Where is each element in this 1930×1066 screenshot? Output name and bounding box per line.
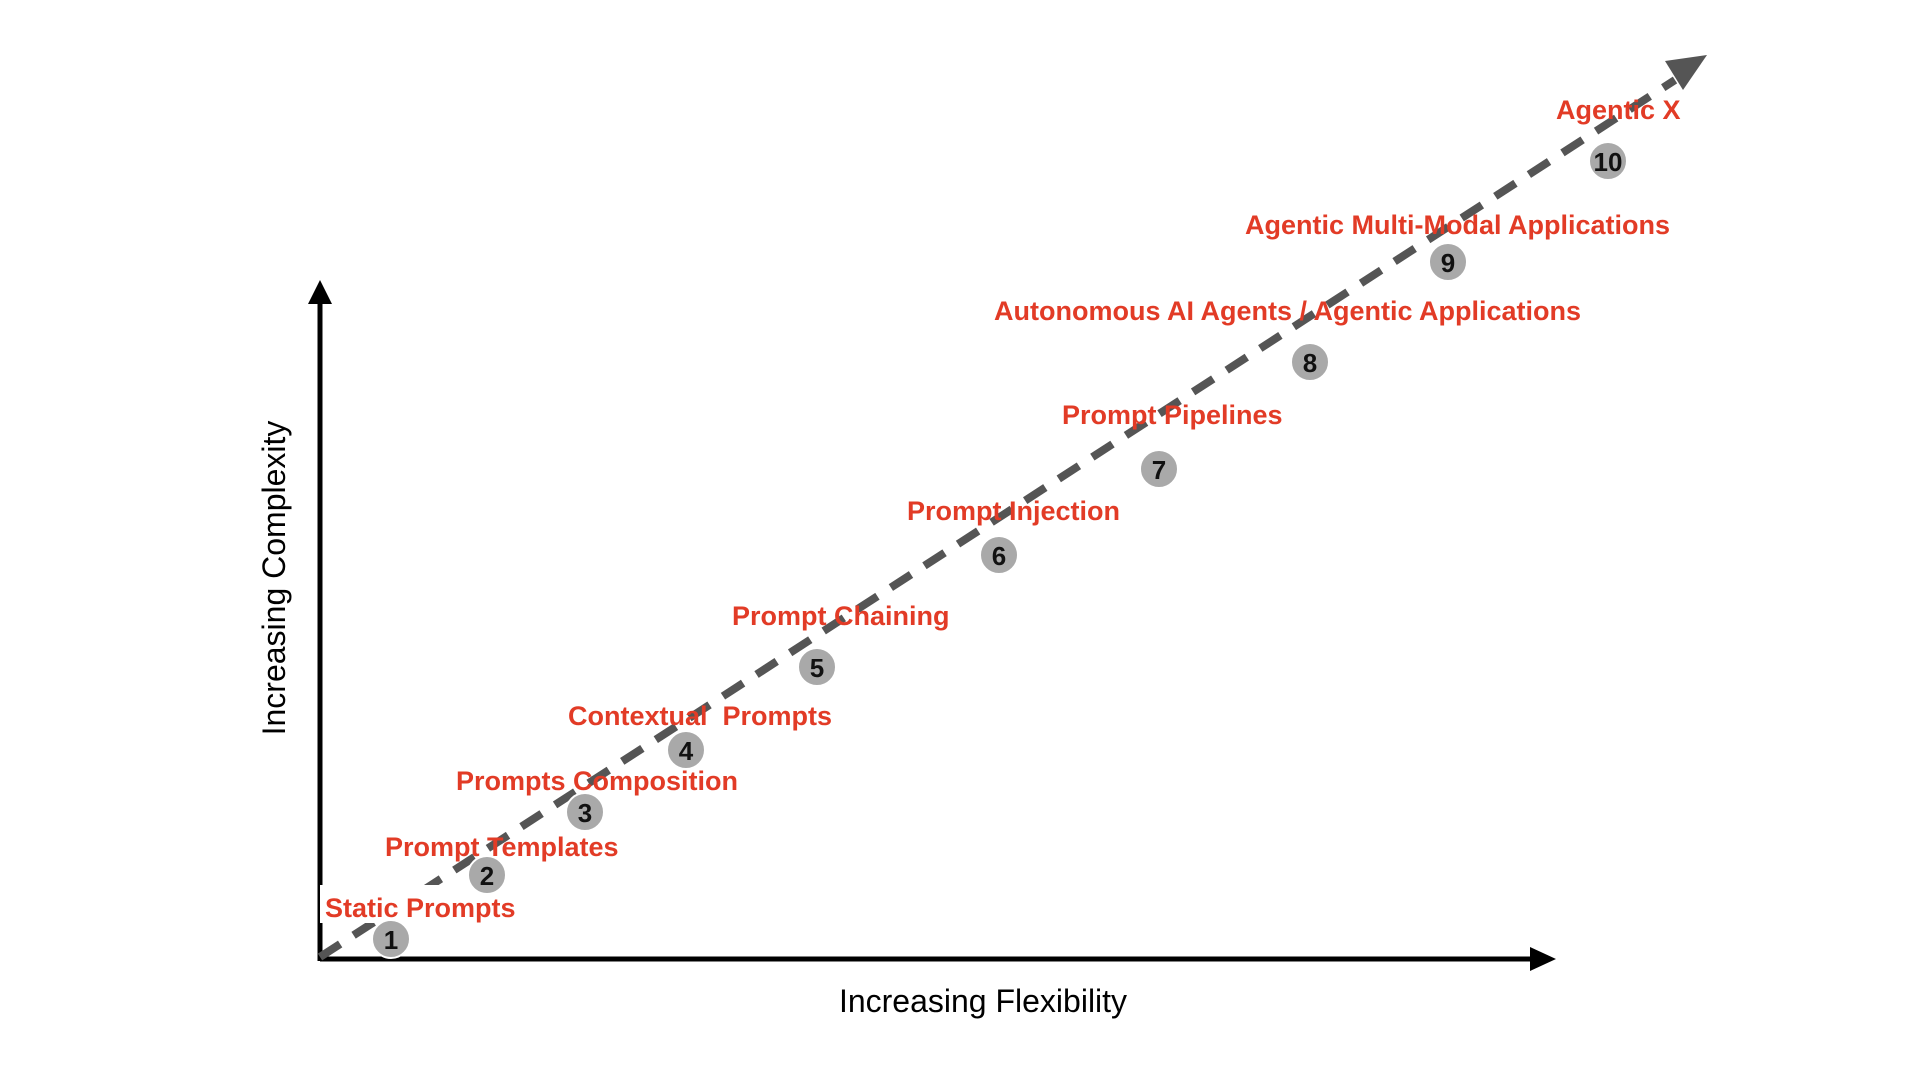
stage-badge bbox=[371, 919, 411, 959]
stage-number: 10 bbox=[1594, 147, 1623, 177]
stage-badge bbox=[565, 792, 605, 832]
stage-badge bbox=[1290, 342, 1330, 382]
stage-2: Prompt Templates 2 bbox=[385, 832, 619, 895]
stage-number: 7 bbox=[1152, 455, 1166, 485]
stage-number: 3 bbox=[578, 798, 592, 828]
stage-badge bbox=[979, 535, 1019, 575]
stage-label: Prompt Chaining bbox=[732, 601, 950, 631]
x-axis-arrowhead bbox=[1530, 947, 1556, 971]
progression-arrow bbox=[317, 76, 1678, 961]
stage-badge bbox=[1139, 449, 1179, 489]
stage-number: 8 bbox=[1303, 348, 1317, 378]
y-axis-title: Increasing Complexity bbox=[256, 421, 292, 736]
progression-arrowhead bbox=[1665, 55, 1707, 90]
stage-badge bbox=[1588, 141, 1628, 181]
stage-badge bbox=[1428, 242, 1468, 282]
stage-badge bbox=[666, 730, 706, 770]
stage-badge bbox=[797, 647, 837, 687]
stage-number: 6 bbox=[992, 541, 1006, 571]
stage-number: 2 bbox=[480, 861, 494, 891]
stage-number: 4 bbox=[679, 736, 694, 766]
stage-label: Agentic Multi-Modal Applications bbox=[1245, 210, 1670, 240]
stage-9: Agentic Multi-Modal Applications 9 bbox=[1245, 210, 1670, 282]
x-axis-title: Increasing Flexibility bbox=[839, 983, 1127, 1019]
stage-7: Prompt Pipelines 7 bbox=[1062, 400, 1283, 489]
stage-1: Static Prompts 1 bbox=[320, 885, 526, 959]
stage-4: Contextual Prompts 4 bbox=[568, 701, 832, 770]
stage-3: Prompts Composition 3 bbox=[456, 766, 738, 832]
stage-label: Static Prompts bbox=[325, 893, 516, 923]
stage-number: 9 bbox=[1441, 248, 1455, 278]
stage-label: Autonomous AI Agents / Agentic Applicati… bbox=[994, 296, 1581, 326]
stage-6: Prompt Injection 6 bbox=[907, 496, 1120, 575]
stage-5: Prompt Chaining 5 bbox=[732, 601, 950, 687]
stage-8: Autonomous AI Agents / Agentic Applicati… bbox=[994, 296, 1581, 382]
stage-10: Agentic X 10 bbox=[1556, 95, 1681, 181]
stage-label: Agentic X bbox=[1556, 95, 1681, 125]
stage-label: Contextual Prompts bbox=[568, 701, 832, 731]
stage-label: Prompt Injection bbox=[907, 496, 1120, 526]
stage-label: Prompt Templates bbox=[385, 832, 619, 862]
stage-label: Prompt Pipelines bbox=[1062, 400, 1283, 430]
stage-number: 1 bbox=[384, 925, 398, 955]
stage-label: Prompts Composition bbox=[456, 766, 738, 796]
stage-badge bbox=[467, 855, 507, 895]
stage-number: 5 bbox=[810, 653, 824, 683]
y-axis-arrowhead bbox=[308, 280, 332, 304]
